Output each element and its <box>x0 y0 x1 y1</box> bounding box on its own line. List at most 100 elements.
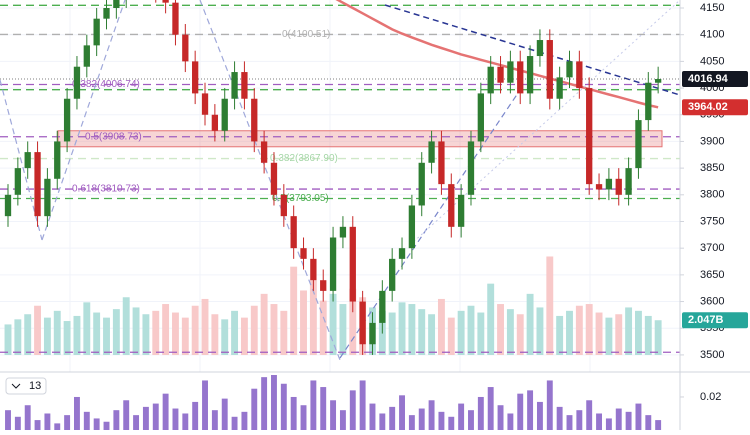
volume-bar <box>585 304 593 355</box>
indicator-bar <box>418 408 425 430</box>
indicator-bar <box>64 415 71 430</box>
indicator-bar <box>182 413 189 430</box>
trend-line <box>0 79 43 241</box>
candle-body <box>448 184 455 227</box>
volume-bar <box>408 304 416 355</box>
indicator-bar <box>54 423 61 430</box>
indicator-bar <box>389 406 396 430</box>
collapse-icon[interactable] <box>11 383 21 389</box>
indicator-bar <box>596 413 602 430</box>
volume-bar <box>457 310 465 355</box>
volume-bar <box>487 283 495 355</box>
indicator-label: 13 <box>29 380 41 392</box>
indicator-bar <box>231 416 238 430</box>
candle-body <box>93 18 100 46</box>
indicator-bar <box>477 396 484 430</box>
ma-tag-box <box>682 99 748 116</box>
volume-bar <box>388 312 396 355</box>
trend-line <box>339 89 521 359</box>
indicator-bar <box>310 380 317 430</box>
indicator-bar <box>320 387 327 430</box>
candle-body <box>586 88 593 185</box>
volume-bar <box>142 314 150 355</box>
indicator-bar <box>458 403 465 430</box>
y-tick-label: 4150 <box>700 2 724 14</box>
candle-body <box>389 258 396 291</box>
candle-body <box>162 0 169 3</box>
indicator-bar <box>14 416 21 430</box>
trend-line <box>409 0 680 246</box>
indicator-bar <box>113 410 120 430</box>
candle-body <box>556 77 563 99</box>
indicator-bar <box>576 410 583 430</box>
volume-bar <box>221 319 229 355</box>
indicator-bar <box>74 396 80 430</box>
indicator-bar <box>290 396 297 430</box>
indicator-bar <box>655 420 662 430</box>
volume-bar <box>644 315 652 355</box>
indicator-bar <box>251 388 258 430</box>
trend-lines <box>0 0 680 361</box>
candle-body <box>438 141 445 185</box>
candle-body <box>379 290 386 323</box>
volume-bar <box>300 290 307 355</box>
level-label: 0.382(3867.90) <box>270 153 338 164</box>
indicator-bar <box>83 411 90 430</box>
volume-bar <box>103 317 110 355</box>
y-tick-label: 3700 <box>700 242 724 254</box>
candle-body <box>349 226 356 302</box>
levels-layer: 0(4100.51) 0.382(4006.74) 0.5(3908.73) 0.38… <box>0 0 680 353</box>
indicator-bar <box>379 413 386 430</box>
indicator-bar <box>448 416 455 430</box>
volume-tag: 2.047B <box>688 314 724 326</box>
volume-bar <box>546 256 554 355</box>
volume-bar <box>152 310 160 355</box>
indicator-bar <box>536 401 543 430</box>
y-tick-label: 3900 <box>700 135 724 147</box>
indicator-bar <box>605 418 612 430</box>
price-axis: 3500355036003650370037503800385039003950… <box>680 2 748 403</box>
indicator-bar <box>202 380 208 430</box>
indicator-bar <box>507 413 514 430</box>
y-tick-label: 4100 <box>700 29 724 41</box>
volume-bar <box>605 317 613 355</box>
volume-layer <box>4 256 662 355</box>
volume-bar <box>566 310 573 355</box>
candle-body <box>595 184 603 190</box>
candle-body <box>497 66 504 83</box>
volume-bar <box>53 310 61 355</box>
volume-bar <box>319 300 327 355</box>
indicator-bar <box>527 390 534 430</box>
level-label: 0.618(3810.73) <box>72 184 140 195</box>
candle-body <box>211 114 219 131</box>
indicator-badge[interactable] <box>5 377 47 395</box>
volume-bar <box>43 317 51 355</box>
volume-bar <box>162 304 170 355</box>
indicator-bar <box>615 408 622 430</box>
candle-body <box>73 66 81 99</box>
candle-body <box>270 162 278 195</box>
volume-bar <box>398 302 406 355</box>
candle-body <box>34 152 41 217</box>
candle-body <box>339 226 347 238</box>
indicator-bar <box>369 403 376 430</box>
last-price-tag-box <box>682 71 748 88</box>
candle-body <box>113 0 120 9</box>
indicator-bar <box>635 403 642 430</box>
volume-bar <box>654 320 662 355</box>
candles-layer <box>4 0 662 355</box>
volume-bar <box>477 312 485 355</box>
volume-bar <box>122 297 130 355</box>
volume-bar <box>467 305 475 355</box>
volume-bar <box>34 305 41 355</box>
indicator-bar <box>93 418 100 430</box>
indicator-bar <box>428 400 435 430</box>
indicator-bar <box>172 408 179 430</box>
candle-body <box>428 141 435 163</box>
indicator-bar <box>241 411 248 430</box>
candle-body <box>83 45 90 67</box>
volume-bar <box>536 307 544 355</box>
volume-bar <box>595 312 603 355</box>
indicator-bar <box>162 393 169 430</box>
volume-bar <box>497 304 504 355</box>
